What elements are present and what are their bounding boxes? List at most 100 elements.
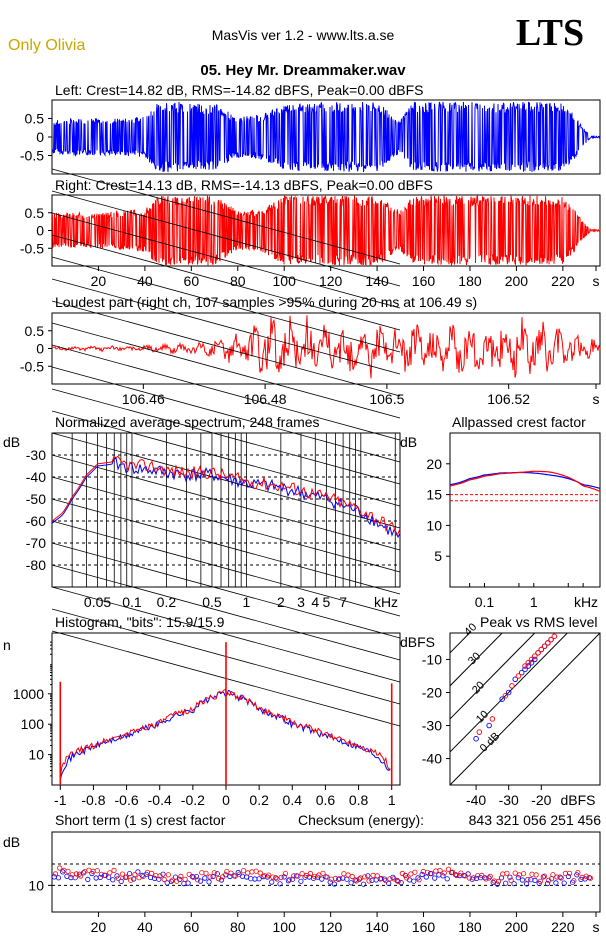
peak-rms-point-left <box>522 666 528 673</box>
peak-rms-diagonal-label: 20 <box>470 679 487 696</box>
crest-point-right <box>341 871 347 877</box>
spectrum-slope-line <box>51 300 401 397</box>
peak-rms-diagonal <box>450 633 569 753</box>
checksum-label: Checksum (energy): <box>298 812 424 828</box>
crest-point-right <box>378 875 385 882</box>
spectrum-slope-line <box>51 388 401 485</box>
left-ytick-label: 0 <box>36 129 44 145</box>
crest-point-left <box>561 880 567 886</box>
crest-point-right <box>337 875 343 882</box>
crest-ytick-label: 10 <box>28 877 44 893</box>
loudest-ytick-label: -0.5 <box>20 358 44 374</box>
crest-point-left <box>218 877 225 883</box>
right-xtick-label: 140 <box>365 273 389 289</box>
crest-point-left <box>519 877 526 883</box>
peak-rms-point-right <box>532 653 538 659</box>
crest-point-right <box>516 872 523 878</box>
crest-xtick-label: 180 <box>458 919 482 935</box>
crest-point-left <box>490 879 496 886</box>
crest-point-right <box>211 870 217 876</box>
crest-point-left <box>256 876 262 882</box>
crest-point-right <box>395 878 401 885</box>
crest-point-right <box>119 871 126 877</box>
crest-point-right <box>587 875 594 881</box>
peak-rms-point-left <box>499 696 505 702</box>
spectrum-xtick-label: 0.1 <box>122 594 142 610</box>
crest-point-right <box>278 874 284 880</box>
crest-point-left <box>289 876 296 882</box>
crest-point-right <box>82 869 88 875</box>
crest-point-right <box>316 872 322 878</box>
histogram-xtick-label: -1 <box>54 792 67 808</box>
crest-point-right <box>165 872 171 878</box>
peak-rms-point-right <box>528 656 535 663</box>
crest-point-left <box>390 874 396 880</box>
crest-point-left <box>553 880 559 886</box>
crest-point-left <box>511 881 517 887</box>
crest-point-right <box>575 869 581 876</box>
right-waveform <box>51 194 601 267</box>
spectrum-slope-line <box>51 432 401 529</box>
crest-point-right <box>270 874 276 880</box>
crest-point-left <box>365 873 371 879</box>
histogram-xtick-label: -0.2 <box>181 792 205 808</box>
spectrum-ytick-label: -40 <box>26 469 46 485</box>
peak-rms-point-left <box>505 689 512 696</box>
spectrum-slope-line <box>51 454 401 551</box>
spectrum-xtick-label: 0.5 <box>202 594 222 610</box>
spectrum-xtick-label: 2 <box>277 594 285 610</box>
crest-point-right <box>153 872 159 879</box>
crest-point-right <box>107 870 113 876</box>
crest-point-left <box>281 874 287 880</box>
allpass-xtick-label: 0.1 <box>475 594 495 610</box>
spectrum-ytick-label: -60 <box>26 513 46 529</box>
crest-title: Short term (1 s) crest factor <box>55 812 226 828</box>
peak-rms-ytick-label: -30 <box>422 718 442 734</box>
crest-point-left <box>273 875 279 881</box>
crest-point-left <box>436 872 442 878</box>
peak-rms-ytick-label: -10 <box>422 651 442 667</box>
spectrum-slope-line <box>51 542 401 639</box>
crest-point-left <box>181 880 187 887</box>
crest-point-right <box>429 871 435 877</box>
crest-point-left <box>285 878 291 884</box>
spectrum-slope-line <box>51 498 401 595</box>
crest-point-left <box>423 874 429 880</box>
crest-point-left <box>419 871 425 878</box>
crest-point-left <box>544 880 551 887</box>
spectrum-slope-line <box>51 278 401 375</box>
crest-point-right <box>115 875 121 881</box>
allpass-ytick-label: 10 <box>426 517 442 533</box>
histogram-xtick-label: 0.8 <box>349 792 369 808</box>
crest-point-left <box>515 875 521 881</box>
right-xtick-label: s <box>593 273 600 289</box>
crest-point-right <box>470 875 476 881</box>
crest-point-right <box>69 872 75 878</box>
crest-point-right <box>178 873 184 880</box>
crest-point-right <box>324 874 330 880</box>
histogram-xtick-label: 0 <box>222 792 230 808</box>
peak-rms-point-right <box>502 693 509 699</box>
crest-point-right <box>449 869 456 875</box>
crest-point-right <box>299 870 305 877</box>
loudest-waveform <box>51 315 601 379</box>
peak-rms-point-right <box>525 659 532 666</box>
crest-point-left <box>298 878 304 884</box>
crest-xtick-label: s <box>593 919 600 935</box>
spectrum-ytick-label: -70 <box>26 535 46 551</box>
crest-point-left <box>540 874 546 880</box>
crest-point-left <box>486 875 492 881</box>
crest-point-left <box>206 879 212 885</box>
spectrum-slope-line <box>51 564 401 661</box>
crest-point-right <box>487 873 493 880</box>
crest-point-right <box>320 870 326 876</box>
crest-point-left <box>277 881 283 887</box>
crest-point-right <box>303 872 309 879</box>
spectrum-slope-line <box>51 190 401 287</box>
crest-xtick-label: 140 <box>365 919 389 935</box>
crest-point-right <box>541 873 548 879</box>
crest-point-left <box>319 876 325 882</box>
crest-point-left <box>60 869 66 875</box>
crest-point-left <box>118 878 124 885</box>
peak-rms-point-left <box>528 659 535 666</box>
